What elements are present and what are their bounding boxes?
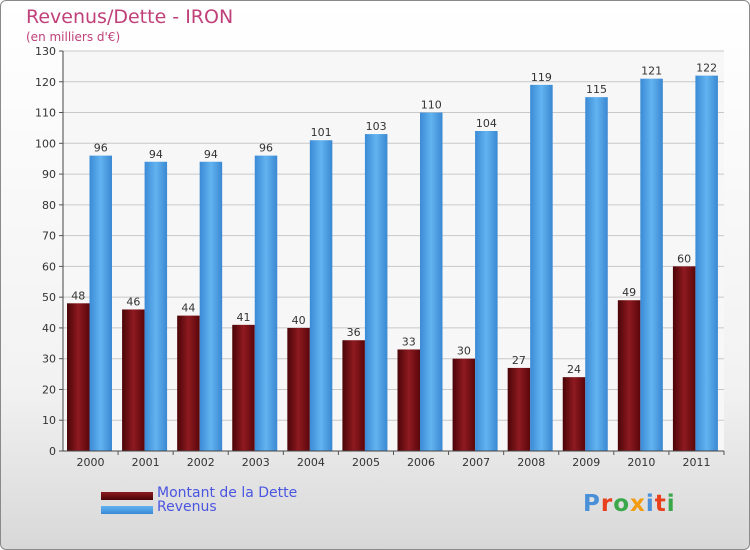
y-tick-label: 60 (42, 260, 56, 273)
debt-bar-2002 (177, 315, 200, 451)
debt-value-label: 40 (292, 314, 306, 327)
debt-value-label: 48 (71, 289, 85, 302)
y-tick-label: 110 (35, 107, 56, 120)
revenue-value-label: 115 (586, 83, 607, 96)
logo-letter: o (613, 491, 631, 517)
revenue-bar-2010 (640, 78, 663, 451)
y-tick-label: 30 (42, 353, 56, 366)
debt-value-label: 46 (126, 295, 140, 308)
logo-letter: P (583, 491, 601, 517)
debt-value-label: 27 (512, 354, 526, 367)
revenue-value-label: 119 (531, 71, 552, 84)
revenue-bar-2002 (199, 161, 223, 451)
y-axis: 0 10 20 30 40 50 60 70 80 90 100 110 120 130 (35, 45, 64, 458)
revenue-value-label: 121 (641, 65, 662, 78)
debt-value-label: 36 (347, 326, 361, 339)
x-tick-label-2007: 2007 (462, 456, 490, 469)
chart-subtitle: (en milliers d'€) (26, 30, 121, 44)
chart-title: Revenus/Dette - IRON (26, 6, 234, 28)
y-tick-label: 130 (35, 45, 56, 58)
debt-value-label: 30 (457, 345, 471, 358)
revenue-bar-2005 (364, 134, 388, 452)
legend-swatch-revenue (101, 506, 153, 514)
debt-value-label: 24 (567, 363, 581, 376)
revenue-value-label: 96 (259, 142, 273, 155)
y-tick-label: 0 (49, 445, 56, 458)
debt-bar-2009 (562, 377, 586, 451)
revenue-bar-2000 (89, 155, 112, 451)
logo-letter: x (630, 491, 646, 517)
debt-value-label: 49 (622, 286, 636, 299)
revenue-bar-2011 (695, 75, 718, 451)
gridlines (63, 50, 724, 452)
revenue-bar-2009 (585, 97, 608, 452)
x-tick-label-2004: 2004 (297, 456, 325, 469)
x-tick-label-2008: 2008 (517, 456, 545, 469)
x-tick-label-2011: 2011 (682, 456, 710, 469)
debt-bar-2000 (67, 303, 90, 451)
legend-label-debt: Montant de la Dette (157, 485, 298, 501)
y-tick-label: 50 (42, 291, 56, 304)
debt-bar-2005 (342, 340, 365, 451)
x-tick-label-2009: 2009 (572, 456, 600, 469)
debt-value-label: 41 (237, 311, 251, 324)
revenue-bar-2004 (309, 140, 333, 451)
revenue-value-label: 122 (696, 62, 717, 75)
revenue-value-label: 110 (421, 99, 442, 112)
debt-value-label: 33 (402, 335, 416, 348)
logo-letter: t (654, 491, 667, 517)
debt-bar-2006 (397, 349, 420, 451)
x-tick-label-2003: 2003 (242, 456, 270, 469)
revenue-value-label: 103 (366, 120, 387, 133)
y-tick-label: 100 (35, 137, 56, 150)
y-tick-label: 10 (42, 414, 56, 427)
y-tick-label: 40 (42, 322, 56, 335)
revenue-bar-2006 (420, 112, 443, 452)
data-labels: 48 96 46 94 44 94 41 96 40 101 36 103 33 110 30 104 27 11… (71, 62, 717, 377)
y-tick-label: 80 (42, 199, 56, 212)
debt-bar-2011 (672, 266, 696, 451)
debt-bar-2010 (617, 300, 641, 451)
debt-bar-2008 (507, 367, 531, 451)
debt-bar-2001 (122, 309, 145, 451)
x-tick-label-2002: 2002 (187, 456, 215, 469)
y-tick-label: 20 (42, 383, 56, 396)
revenue-bar-2001 (144, 161, 168, 451)
logo-letter: i (666, 491, 676, 517)
x-tick-label-2006: 2006 (407, 456, 435, 469)
legend-swatch-debt (101, 492, 153, 500)
revenue-bar-2003 (254, 155, 278, 451)
y-tick-label: 90 (42, 168, 56, 181)
plot-area (63, 51, 724, 451)
x-tick-label-2010: 2010 (627, 456, 655, 469)
revenue-value-label: 94 (204, 148, 218, 161)
revenue-bar-2007 (475, 131, 498, 451)
debt-bar-2007 (452, 358, 476, 451)
bars (67, 75, 718, 452)
revenue-value-label: 101 (311, 126, 332, 139)
logo-letter: i (645, 491, 655, 517)
y-tick-label: 70 (42, 230, 56, 243)
revenue-value-label: 104 (476, 117, 497, 130)
debt-value-label: 44 (181, 302, 195, 315)
y-tick-label: 120 (35, 76, 56, 89)
revenue-value-label: 94 (149, 148, 163, 161)
debt-value-label: 60 (677, 252, 691, 265)
revenue-bar-2008 (530, 84, 553, 451)
logo-letter: r (600, 491, 614, 517)
debt-bar-2004 (287, 327, 310, 451)
x-tick-label-2005: 2005 (352, 456, 380, 469)
proxiti-logo: Proxiti (583, 491, 676, 517)
x-axis: 2000 2001 2002 2003 2004 2005 2006 2007 2008 2009… (63, 450, 725, 469)
revenue-value-label: 96 (94, 142, 108, 155)
x-tick-label-2001: 2001 (132, 456, 160, 469)
x-tick-label-2000: 2000 (77, 456, 105, 469)
debt-bar-2003 (232, 324, 255, 451)
legend-label-revenue: Revenus (157, 499, 217, 515)
